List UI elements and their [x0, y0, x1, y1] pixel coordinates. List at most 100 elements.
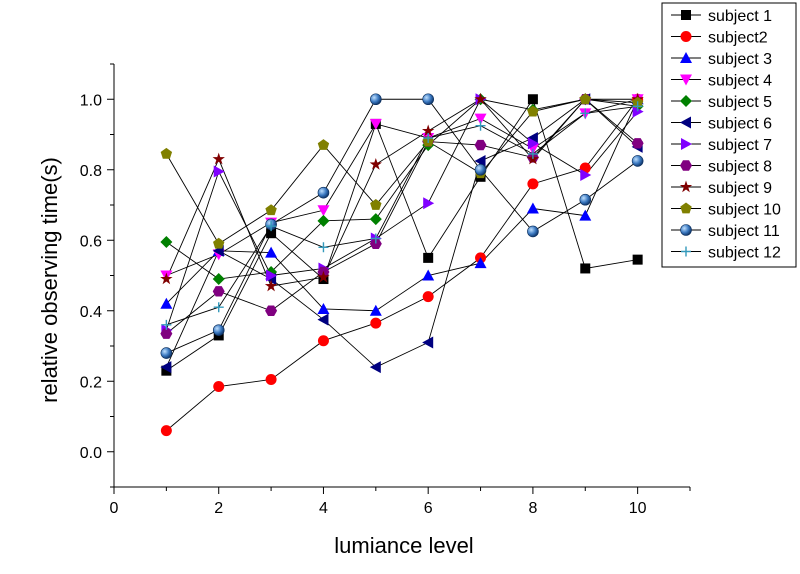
data-point: [369, 157, 382, 170]
series-line: [166, 98, 638, 335]
x-tick-label: 4: [319, 500, 328, 517]
legend-label: subject 8: [708, 159, 772, 176]
data-point: [370, 233, 381, 244]
y-axis-label: relative observing time(s): [37, 157, 62, 403]
data-point: [631, 155, 644, 167]
legend-label: subject2: [708, 30, 768, 47]
legend-marker: [681, 10, 691, 20]
data-point: [527, 105, 539, 117]
legend-marker: [680, 74, 692, 86]
data-point: [369, 238, 382, 249]
legend-label: subject 5: [708, 94, 772, 111]
legend-box: [661, 2, 797, 268]
data-point: [317, 139, 330, 150]
legend-label: subject 6: [708, 116, 772, 133]
data-point: [632, 101, 643, 112]
data-point: [370, 317, 382, 329]
data-point: [266, 228, 277, 239]
data-point: [212, 286, 225, 297]
data-point: [474, 154, 486, 167]
data-point: [579, 209, 592, 221]
legend-marker: [680, 95, 692, 107]
legend-marker: [680, 160, 692, 171]
data-point: [527, 225, 539, 238]
legend-label: subject 9: [708, 180, 772, 197]
legend-marker: [681, 246, 691, 257]
data-point: [317, 335, 329, 347]
data-point: [317, 313, 329, 326]
x-tick-label: 8: [528, 500, 537, 517]
series-line: [166, 98, 638, 276]
legend-label: subject 11: [708, 223, 780, 240]
data-point: [317, 214, 330, 227]
data-point: [580, 169, 592, 182]
y-tick-label: 0.0: [80, 445, 102, 462]
data-point: [474, 257, 487, 269]
data-point: [212, 273, 225, 286]
data-point: [370, 93, 382, 106]
data-point: [161, 319, 172, 330]
data-point: [526, 202, 539, 214]
data-point: [213, 381, 225, 393]
series-line: [165, 98, 638, 331]
data-point: [474, 113, 487, 125]
x-tick-label: 0: [110, 500, 119, 517]
data-point: [527, 178, 539, 190]
y-tick-label: 0.6: [80, 233, 102, 250]
legend-label: subject 10: [708, 202, 781, 219]
y-axis: 0.0 0.2 0.4 0.6 0.8 1.0: [80, 63, 115, 488]
data-point: [631, 138, 644, 149]
data-point: [632, 254, 643, 265]
x-axis-label: lumiance level: [334, 533, 473, 558]
data-point: [422, 124, 435, 137]
data-point: [527, 137, 539, 150]
series-line: [166, 98, 638, 372]
legend-label: subject 7: [708, 137, 772, 154]
data-point: [160, 328, 173, 339]
data-point: [423, 252, 434, 263]
data-point: [160, 425, 172, 437]
data-point: [527, 148, 538, 159]
x-axis: 0 2 4 6 8 10: [110, 486, 691, 517]
data-point: [318, 242, 329, 253]
data-point: [579, 93, 591, 105]
data-point: [474, 92, 487, 105]
legend-label: subject 3: [708, 51, 772, 68]
data-point: [161, 365, 172, 376]
legend-marker: [680, 31, 692, 42]
data-point: [160, 236, 173, 249]
data-point: [213, 302, 224, 313]
data-point: [265, 246, 278, 258]
data-point: [213, 165, 225, 178]
data-point: [579, 193, 592, 206]
data-point: [317, 270, 330, 283]
data-point: [422, 291, 434, 303]
legend-marker: [681, 138, 692, 150]
data-point: [212, 152, 225, 165]
data-point: [632, 105, 644, 118]
data-point: [475, 120, 486, 131]
data-point: [317, 205, 330, 217]
x-tick-label: 10: [629, 500, 647, 517]
y-tick-label: 0.4: [80, 304, 102, 321]
data-point: [369, 304, 382, 316]
legend-label: subject 12: [708, 245, 781, 262]
data-point: [423, 133, 434, 144]
data-point: [317, 302, 330, 314]
data-point: [213, 237, 225, 249]
data-point: [265, 305, 278, 316]
data-point: [423, 197, 435, 210]
data-point: [474, 163, 487, 176]
y-tick-label: 0.8: [80, 163, 102, 180]
data-point: [212, 324, 225, 336]
data-point: [422, 269, 435, 281]
data-point: [160, 297, 173, 309]
legend-label: subject 4: [708, 73, 772, 90]
plot-area: [160, 92, 644, 437]
data-point: [580, 108, 591, 119]
x-tick-label: 2: [214, 500, 223, 517]
series-line: [166, 98, 638, 431]
y-tick-label: 0.2: [80, 374, 102, 391]
